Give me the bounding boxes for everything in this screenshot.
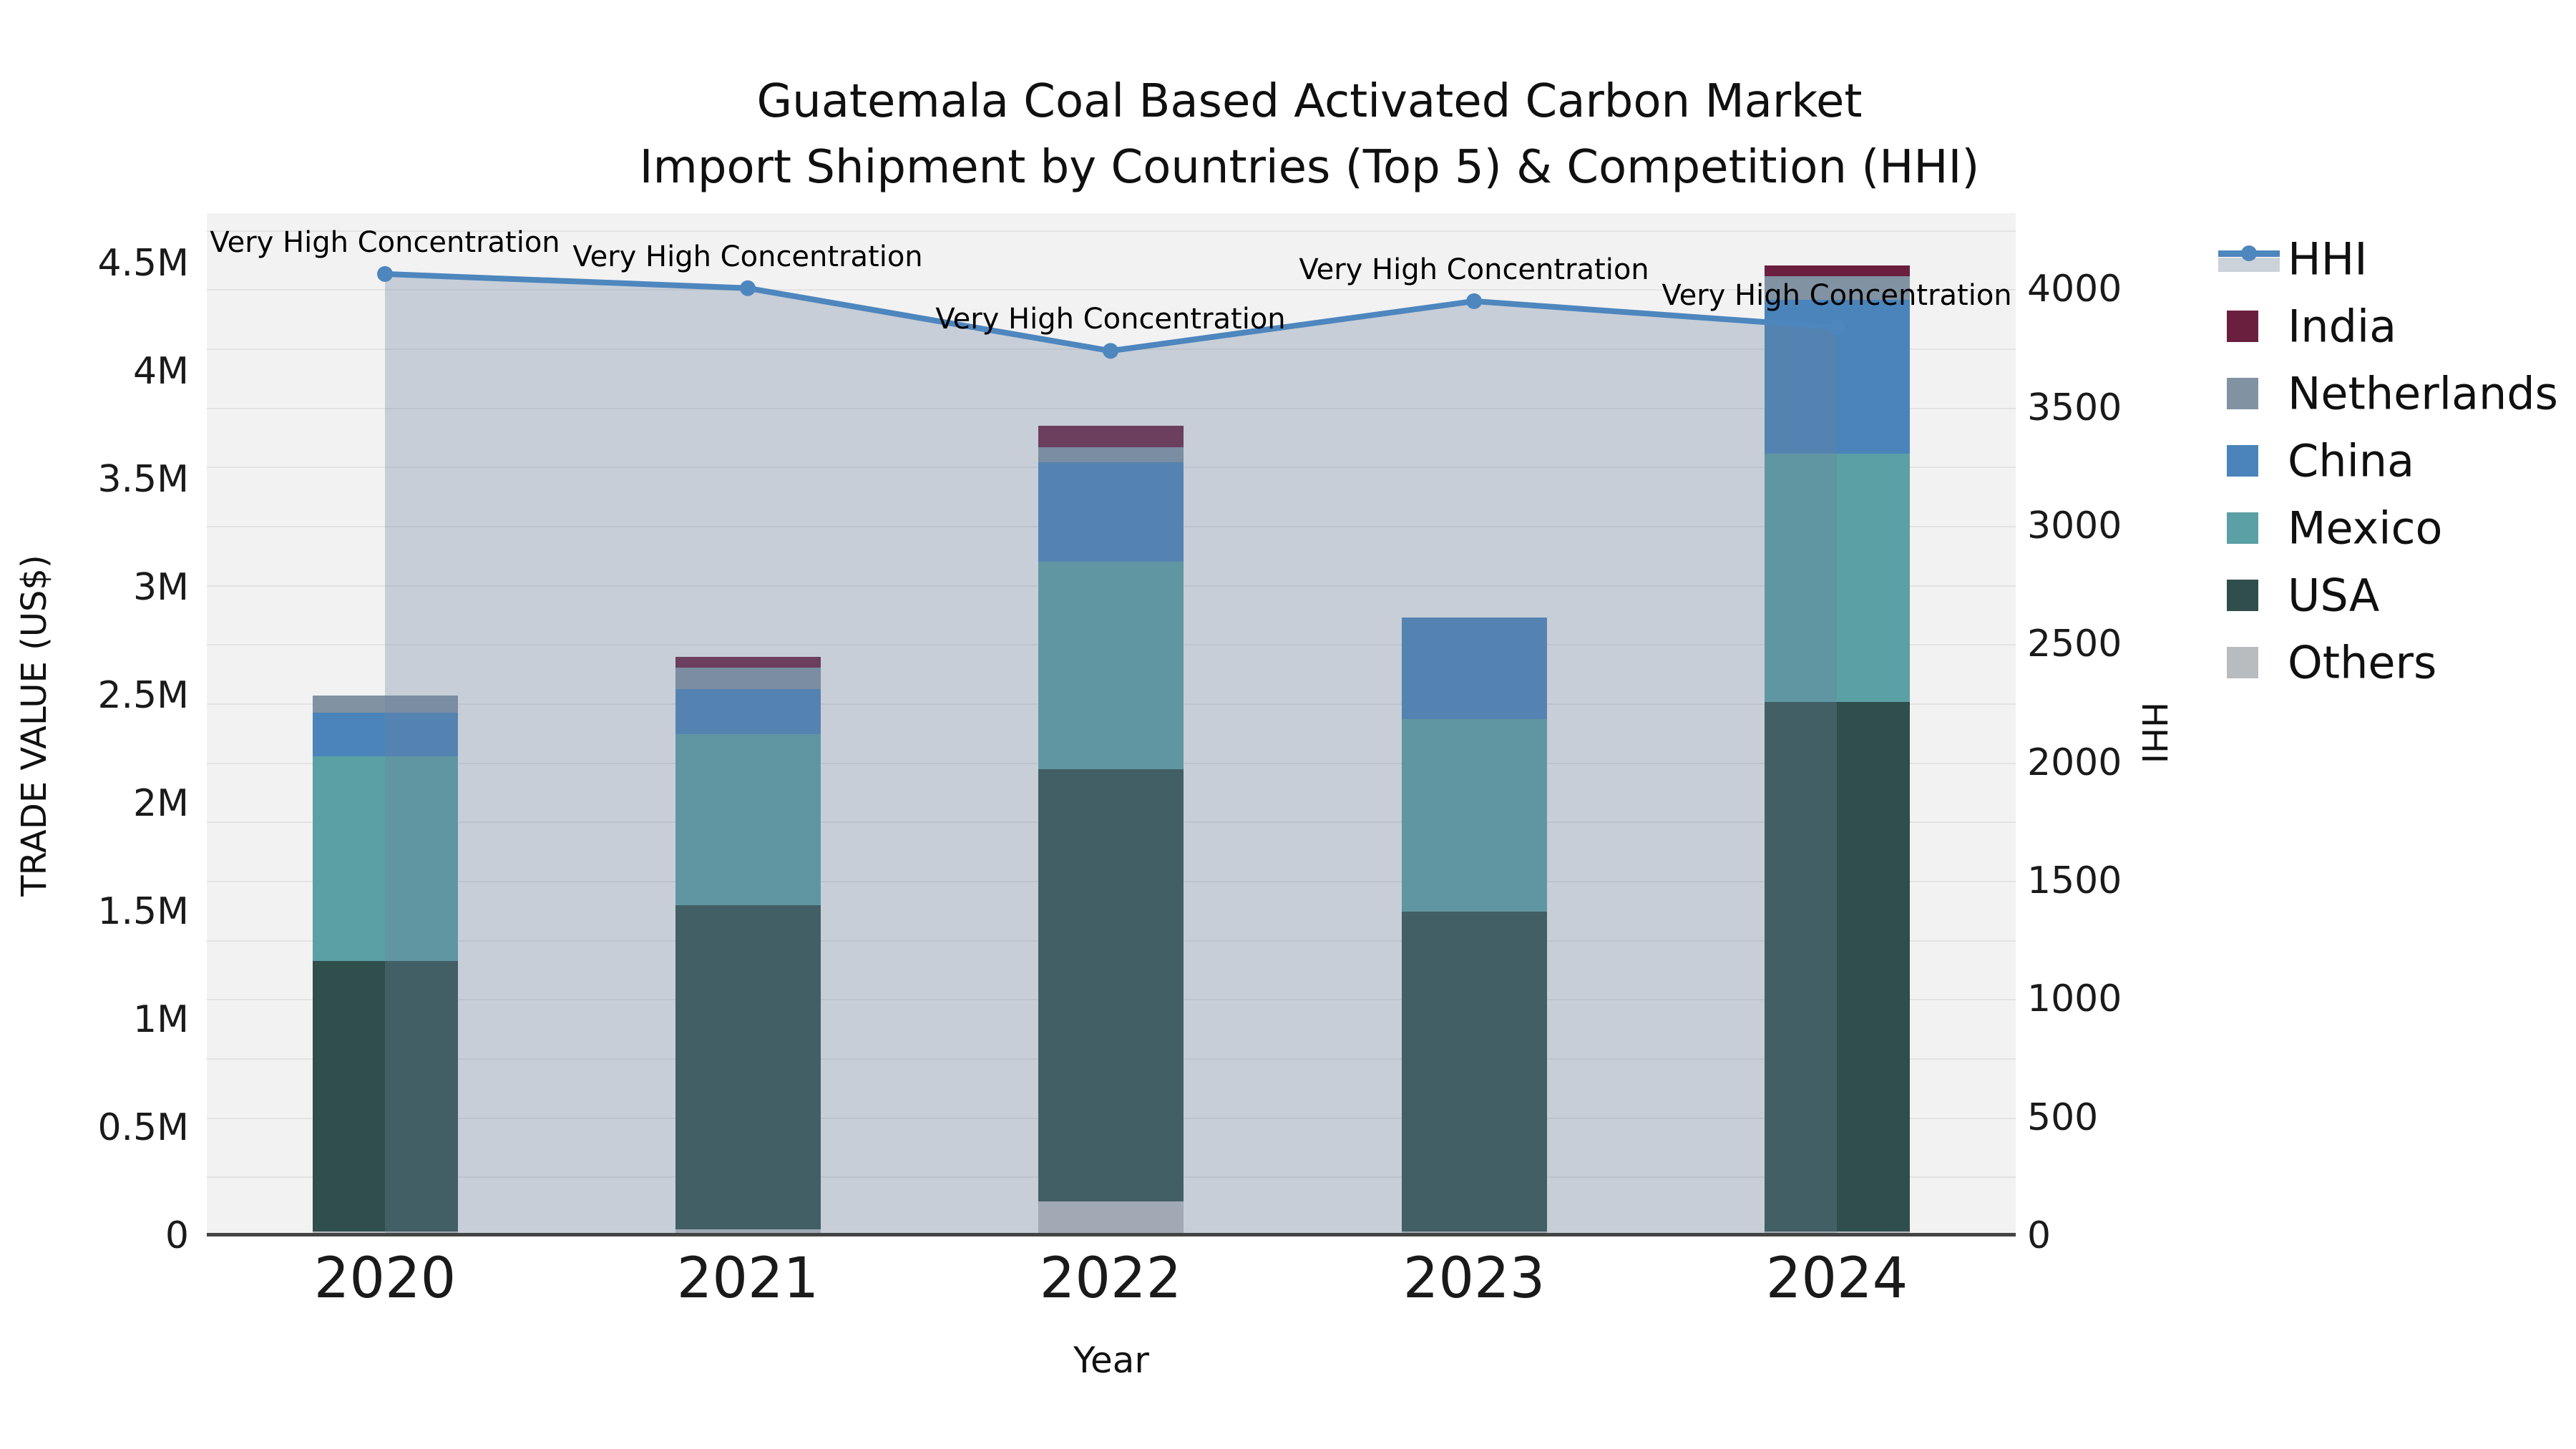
legend-item-india[interactable]: India — [2215, 293, 2576, 360]
y-right-tick-label: 3500 — [2027, 386, 2122, 429]
y-left-tick-label: 1.5M — [97, 890, 189, 933]
gridline — [207, 407, 2016, 409]
y-left-tick-label: 4.5M — [97, 242, 189, 285]
y-left-tick-label: 4M — [133, 350, 189, 393]
y-right-tick-label: 3000 — [2027, 504, 2122, 548]
gridline — [207, 289, 2016, 291]
hhi-dot-2023[interactable] — [1466, 293, 1482, 309]
y-left-axis-title: TRADE VALUE (US$) — [14, 555, 54, 897]
legend-color-swatch — [2227, 580, 2258, 611]
hhi-dot-2024[interactable] — [1829, 319, 1845, 336]
bar-segment-china-2023[interactable] — [1401, 618, 1547, 720]
bar-segment-india-2024[interactable] — [1764, 265, 1910, 277]
bar-segment-netherlands-2020[interactable] — [312, 696, 458, 713]
y-left-tick-label: 1M — [133, 998, 189, 1041]
legend-label: China — [2288, 434, 2415, 487]
y-left-tick-label: 3M — [133, 566, 189, 609]
x-tick-label-2023: 2023 — [1402, 1246, 1546, 1311]
hhi-area-fill — [385, 273, 1837, 1236]
legend-area-swatch — [2218, 258, 2280, 272]
hhi-line-svg — [377, 265, 1845, 1236]
legend-color-swatch — [2227, 647, 2258, 678]
bar-segment-usa-2023[interactable] — [1401, 912, 1547, 1231]
legend-item-others[interactable]: Others — [2215, 629, 2576, 696]
bar-segment-others-2021[interactable] — [675, 1229, 821, 1236]
legend-item-netherlands[interactable]: Netherlands — [2215, 360, 2576, 427]
chart-title-line2: Import Shipment by Countries (Top 5) & C… — [639, 141, 1980, 194]
y-right-tick-label: 500 — [2027, 1096, 2099, 1139]
legend-color-swatch — [2227, 311, 2258, 342]
legend-label: Netherlands — [2288, 367, 2558, 420]
y-right-tick-label: 4000 — [2027, 268, 2122, 311]
y-left-tick-label: 2.5M — [97, 674, 189, 717]
bar-segment-netherlands-2021[interactable] — [675, 667, 821, 689]
bar-segment-mexico-2021[interactable] — [675, 734, 821, 905]
x-tick-label-2022: 2022 — [1039, 1246, 1182, 1311]
y-right-axis-title: HHI — [2134, 701, 2174, 764]
legend-item-hhi[interactable]: HHI — [2215, 225, 2576, 293]
bar-segment-netherlands-2024[interactable] — [1764, 276, 1910, 301]
plot-area: Very High Concentration Very High Concent… — [207, 213, 2016, 1236]
bar-segment-usa-2024[interactable] — [1764, 702, 1910, 1231]
legend-item-usa[interactable]: USA — [2215, 562, 2576, 629]
bar-segment-mexico-2020[interactable] — [312, 756, 458, 962]
y-right-tick-label: 1000 — [2027, 977, 2122, 1021]
y-right-tick-label: 2000 — [2027, 741, 2122, 784]
y-left-tick-label: 3.5M — [97, 458, 189, 501]
bar-segment-usa-2022[interactable] — [1038, 769, 1184, 1201]
legend-label: Others — [2288, 636, 2437, 689]
hhi-dot-2022[interactable] — [1103, 343, 1118, 359]
bar-segment-china-2022[interactable] — [1038, 462, 1184, 562]
y-left-tick-label: 0 — [165, 1214, 189, 1257]
bar-segment-netherlands-2022[interactable] — [1038, 447, 1184, 462]
chart-title: Guatemala Coal Based Activated Carbon Ma… — [0, 69, 2576, 200]
legend-label: USA — [2288, 569, 2380, 622]
annotation-label-2022: Very High Concentration — [935, 303, 1286, 336]
y-left-tick-label: 0.5M — [97, 1106, 189, 1149]
legend-item-china[interactable]: China — [2215, 427, 2576, 494]
x-tick-label-2024: 2024 — [1765, 1246, 1908, 1311]
bar-segment-others-2022[interactable] — [1038, 1201, 1184, 1236]
legend-item-mexico[interactable]: Mexico — [2215, 494, 2576, 562]
chart-title-line1: Guatemala Coal Based Activated Carbon Ma… — [756, 75, 1863, 128]
bar-segment-mexico-2024[interactable] — [1764, 453, 1910, 703]
x-tick-label-2020: 2020 — [313, 1246, 457, 1311]
bar-segment-china-2021[interactable] — [675, 688, 821, 735]
bar-segment-usa-2021[interactable] — [675, 904, 821, 1229]
bar-segment-china-2020[interactable] — [312, 713, 458, 756]
bar-segment-usa-2020[interactable] — [312, 961, 458, 1231]
annotation-label-2023: Very High Concentration — [1299, 253, 1649, 286]
legend-label: Mexico — [2288, 502, 2443, 555]
annotation-label-2021: Very High Concentration — [572, 240, 923, 273]
hhi-dot-2020[interactable] — [377, 265, 393, 282]
x-axis-line — [207, 1233, 2016, 1236]
y-right-tick-label: 0 — [2027, 1214, 2051, 1257]
legend-label: India — [2288, 300, 2397, 353]
annotation-label-2024: Very High Concentration — [1662, 279, 2012, 313]
hhi-dot-2021[interactable] — [740, 280, 756, 296]
x-axis-title: Year — [1073, 1340, 1149, 1381]
bar-segment-mexico-2023[interactable] — [1401, 719, 1547, 912]
legend-color-swatch — [2227, 512, 2258, 544]
y-left-tick-label: 2M — [133, 782, 189, 825]
legend-marker-icon — [2241, 245, 2257, 261]
bar-segment-india-2021[interactable] — [675, 656, 821, 668]
bar-segment-india-2022[interactable] — [1038, 425, 1184, 447]
x-tick-label-2021: 2021 — [676, 1246, 819, 1311]
legend-label: HHI — [2288, 233, 2368, 286]
bar-segment-mexico-2022[interactable] — [1038, 561, 1184, 769]
gridline — [207, 230, 2016, 232]
annotation-label-2020: Very High Concentration — [210, 225, 560, 259]
y-right-tick-label: 1500 — [2027, 859, 2122, 902]
legend-color-swatch — [2227, 445, 2258, 477]
legend-color-swatch — [2227, 378, 2258, 409]
y-right-tick-label: 2500 — [2027, 623, 2122, 666]
